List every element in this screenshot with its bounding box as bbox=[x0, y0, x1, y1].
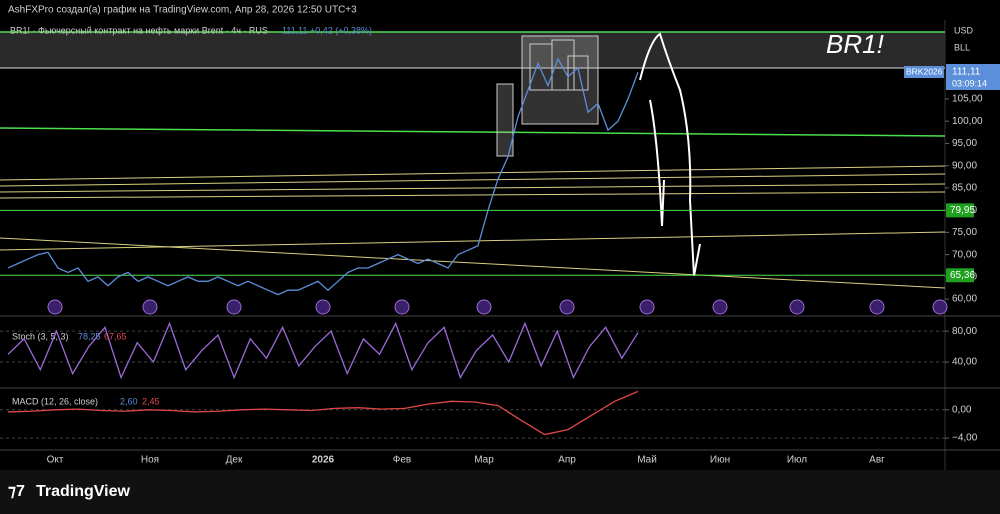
event-icon bbox=[142, 299, 158, 315]
x-tick-label: Июн bbox=[710, 455, 730, 466]
y-tick-label: 40,00 bbox=[952, 357, 977, 368]
level-badge bbox=[946, 268, 974, 283]
box bbox=[521, 35, 599, 125]
indicator-value: 2,45 bbox=[142, 396, 160, 406]
event-icon bbox=[869, 299, 885, 315]
indicator-value: 78,25 bbox=[78, 331, 101, 341]
x-tick-label: Апр bbox=[558, 455, 576, 466]
event-icon bbox=[559, 299, 575, 315]
currency: USD bbox=[954, 25, 974, 35]
series-line bbox=[7, 390, 639, 436]
indicator-value: 2,60 bbox=[120, 396, 138, 406]
footer bbox=[0, 470, 1000, 514]
trend-line bbox=[0, 237, 946, 289]
trend-line bbox=[0, 173, 946, 187]
event-icon bbox=[789, 299, 805, 315]
x-tick-label: Май bbox=[637, 455, 657, 466]
last-price: 111,11 bbox=[952, 67, 981, 78]
x-tick-label: Авг bbox=[869, 455, 885, 466]
trend-line bbox=[0, 231, 946, 251]
box bbox=[496, 83, 514, 157]
event-icon bbox=[712, 299, 728, 315]
event-icon bbox=[226, 299, 242, 315]
x-tick-label: Ноя bbox=[141, 455, 159, 466]
event-icon bbox=[932, 299, 948, 315]
trend-line bbox=[0, 183, 946, 193]
symbol-name: BR1! · Фьючерсный контракт на нефть марк… bbox=[10, 25, 268, 35]
series-line bbox=[7, 321, 639, 380]
trend-line bbox=[0, 165, 946, 181]
box bbox=[567, 55, 589, 91]
indicator-name: Stoch (3, 5, 3) bbox=[12, 331, 69, 341]
zone bbox=[0, 32, 945, 68]
symbol-change: +0,42 (+0,38%) bbox=[310, 25, 372, 35]
brand: TradingView bbox=[36, 483, 131, 500]
contract: BRK2026 bbox=[906, 66, 943, 76]
forecast-drawing bbox=[639, 32, 701, 277]
event-icon bbox=[476, 299, 492, 315]
event-icon bbox=[394, 299, 410, 315]
trend-line bbox=[0, 127, 946, 137]
y-tick-label: 95,00 bbox=[952, 138, 977, 149]
x-tick-label: Дек bbox=[226, 455, 243, 466]
header: AshFXPro создал(а) график на TradingView… bbox=[8, 4, 357, 16]
unit: BLL bbox=[954, 42, 970, 52]
x-tick-label: Мар bbox=[474, 455, 494, 466]
event-icon bbox=[315, 299, 331, 315]
x-tick-label: 2026 bbox=[312, 455, 335, 466]
x-tick-label: Фев bbox=[393, 455, 411, 466]
level-badge bbox=[946, 203, 974, 218]
indicator-value: 67,65 bbox=[104, 331, 127, 341]
brand-logo: ⁊7 bbox=[8, 483, 25, 500]
y-tick-label: 70,00 bbox=[952, 249, 977, 260]
y-tick-label: −4,00 bbox=[952, 433, 978, 444]
level-label: 79,95 bbox=[950, 205, 975, 216]
x-tick-label: Июл bbox=[787, 455, 807, 466]
forecast-drawing bbox=[649, 99, 665, 227]
level-label: 65,36 bbox=[950, 270, 975, 281]
y-tick-label: 85,00 bbox=[952, 183, 977, 194]
y-tick-label: 75,00 bbox=[952, 227, 977, 238]
y-tick-label: 105,00 bbox=[952, 94, 983, 105]
trend-line bbox=[0, 191, 946, 199]
contract-badge bbox=[904, 66, 944, 78]
price-badge bbox=[946, 64, 1000, 90]
y-tick-label: 100,00 bbox=[952, 116, 983, 127]
box bbox=[551, 39, 575, 91]
x-tick-label: Окт bbox=[47, 455, 64, 466]
symbol-last: 111,11 bbox=[282, 25, 308, 35]
y-tick-label: 90,00 bbox=[952, 160, 977, 171]
series-line bbox=[7, 57, 639, 296]
y-tick-label: 60,00 bbox=[952, 294, 977, 305]
event-icon bbox=[47, 299, 63, 315]
y-tick-label: 80,00 bbox=[952, 326, 977, 337]
y-tick-label: 0,00 bbox=[952, 404, 972, 415]
event-icon bbox=[639, 299, 655, 315]
indicator-name: MACD (12, 26, close) bbox=[12, 396, 98, 406]
annotation: BR1! bbox=[826, 29, 884, 59]
countdown: 03:09:14 bbox=[952, 78, 987, 88]
